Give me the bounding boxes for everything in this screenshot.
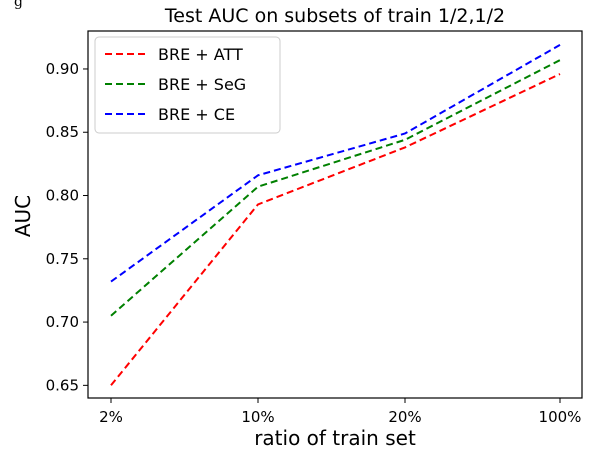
legend-label: BRE + SeG <box>158 75 246 94</box>
y-tick-label: 0.75 <box>46 250 79 268</box>
y-axis-title: AUC <box>11 195 35 237</box>
series-line-2 <box>110 44 561 283</box>
legend: BRE + ATT BRE + SeG BRE + CE <box>94 36 281 134</box>
x-tick-label: 100% <box>539 408 582 426</box>
y-tick-label: 0.70 <box>46 313 79 331</box>
x-axis: 2% 10% 20% 100% <box>99 398 581 426</box>
series-line-0 <box>110 73 561 386</box>
x-axis-title: ratio of train set <box>254 426 416 450</box>
plot-area <box>110 44 561 386</box>
legend-label: BRE + ATT <box>158 45 243 64</box>
y-axis: 0.65 0.70 0.75 0.80 0.85 0.90 <box>46 60 88 394</box>
y-tick-label: 0.90 <box>46 60 79 78</box>
plot-frame <box>87 30 583 399</box>
x-tick-label: 20% <box>388 408 421 426</box>
legend-box <box>94 36 281 134</box>
caption-fragment: g <box>14 0 23 10</box>
chart-title: Test AUC on subsets of train 1/2,1/2 <box>164 5 505 27</box>
x-tick-label: 2% <box>99 408 123 426</box>
y-tick-label: 0.80 <box>46 187 79 205</box>
y-tick-label: 0.65 <box>46 376 79 394</box>
legend-label: BRE + CE <box>158 105 235 124</box>
x-tick-label: 10% <box>241 408 274 426</box>
y-tick-label: 0.85 <box>46 123 79 141</box>
